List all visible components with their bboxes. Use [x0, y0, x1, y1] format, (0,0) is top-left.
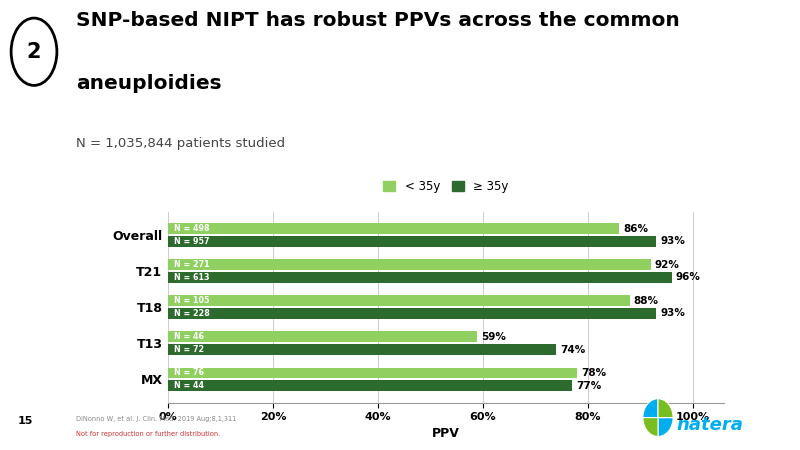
Bar [168, 368, 577, 378]
Text: 96%: 96% [676, 272, 701, 282]
Wedge shape [658, 418, 673, 436]
Bar [168, 380, 572, 391]
Legend: < 35y, ≥ 35y: < 35y, ≥ 35y [378, 176, 514, 198]
Wedge shape [643, 399, 658, 418]
Text: N = 498: N = 498 [174, 224, 210, 233]
Wedge shape [658, 399, 673, 418]
Text: N = 72: N = 72 [174, 345, 205, 354]
Text: 74%: 74% [560, 345, 586, 355]
Text: 59%: 59% [482, 332, 506, 342]
Text: 92%: 92% [654, 260, 680, 270]
Bar [168, 332, 478, 342]
X-axis label: PPV: PPV [432, 427, 460, 440]
Text: N = 76: N = 76 [174, 369, 204, 378]
Text: 86%: 86% [623, 224, 648, 234]
Bar [168, 223, 619, 234]
Text: 93%: 93% [660, 236, 685, 246]
Text: 15: 15 [18, 416, 33, 426]
Text: Not for reproduction or further distribution.: Not for reproduction or further distribu… [76, 431, 220, 437]
Bar [168, 308, 656, 319]
Bar [168, 295, 630, 306]
Text: 88%: 88% [634, 296, 658, 306]
Text: N = 46: N = 46 [174, 333, 204, 342]
Text: N = 105: N = 105 [174, 296, 210, 305]
Text: N = 44: N = 44 [174, 381, 204, 390]
Bar [168, 344, 556, 355]
Text: 78%: 78% [582, 368, 606, 378]
Text: 93%: 93% [660, 308, 685, 319]
Bar [168, 259, 650, 270]
Text: aneuploidies: aneuploidies [76, 74, 222, 93]
Text: N = 957: N = 957 [174, 237, 210, 246]
Text: 77%: 77% [576, 381, 602, 391]
Text: DiNonno W, et al. J. Clin. Med. 2019 Aug;8,1,311: DiNonno W, et al. J. Clin. Med. 2019 Aug… [76, 416, 236, 422]
Text: N = 1,035,844 patients studied: N = 1,035,844 patients studied [76, 137, 285, 150]
Text: N = 271: N = 271 [174, 260, 210, 269]
Text: 2: 2 [26, 42, 42, 62]
Text: natera: natera [676, 416, 743, 434]
Text: SNP-based NIPT has robust PPVs across the common: SNP-based NIPT has robust PPVs across th… [76, 11, 680, 30]
Text: N = 228: N = 228 [174, 309, 210, 318]
Bar [168, 236, 656, 247]
Bar [168, 272, 671, 283]
Wedge shape [643, 418, 658, 436]
Text: N = 613: N = 613 [174, 273, 210, 282]
